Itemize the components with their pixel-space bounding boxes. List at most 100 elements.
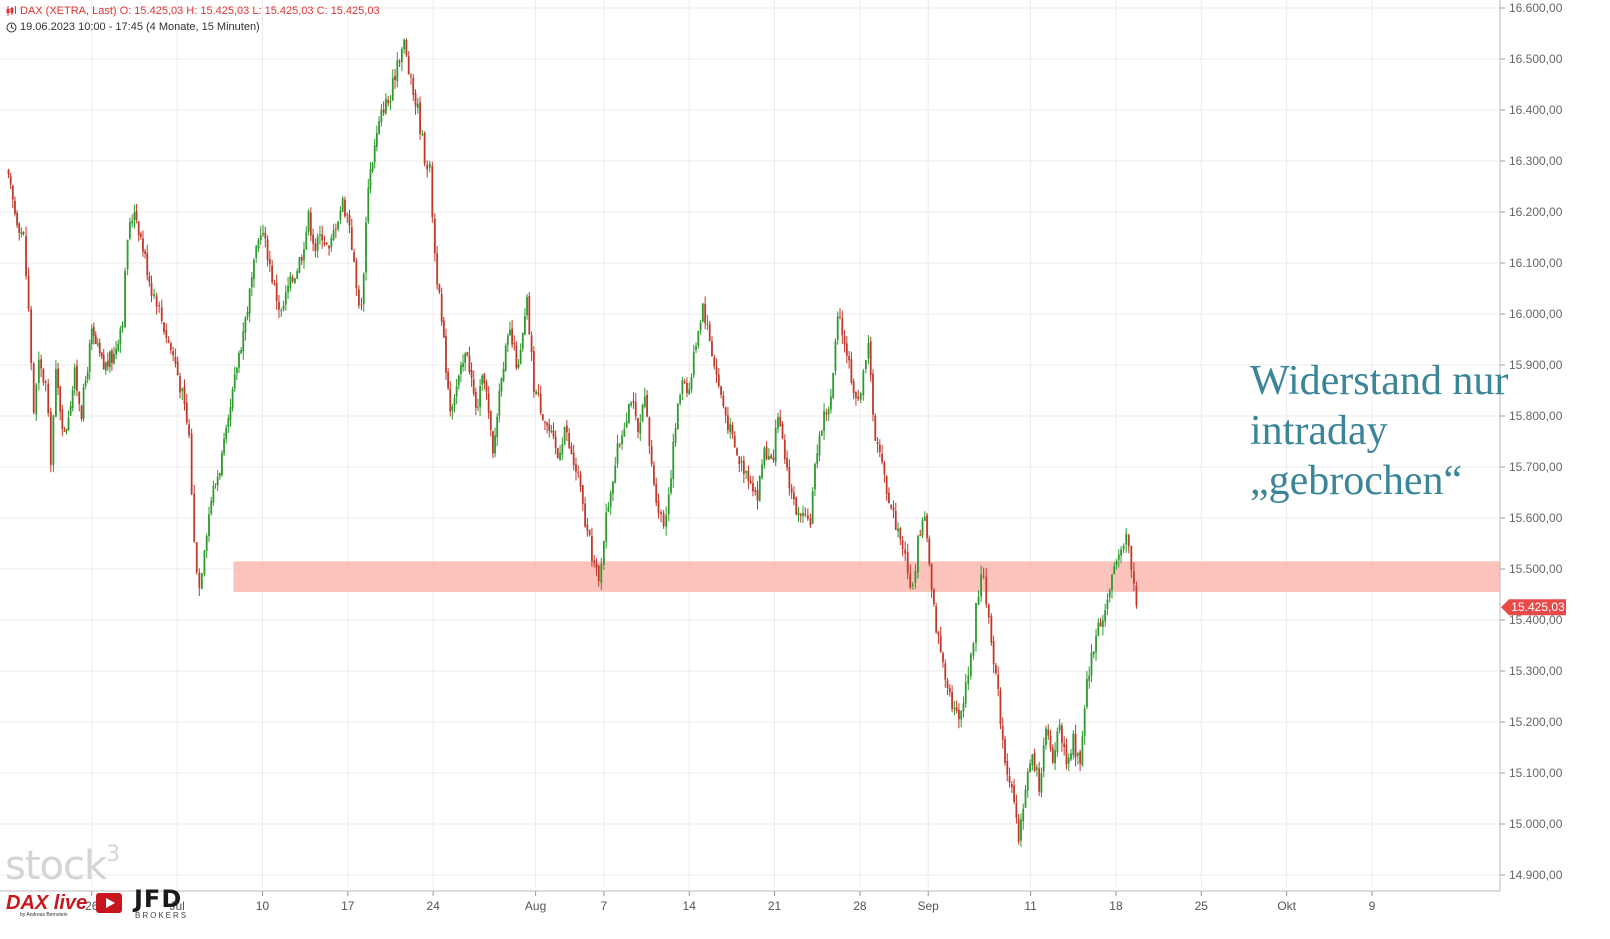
candle-body [153, 293, 155, 296]
candle-body [701, 303, 704, 322]
candle-body [155, 295, 158, 307]
candle-body [783, 440, 786, 460]
candle-body [683, 381, 686, 383]
candle-body [888, 492, 890, 504]
candle-body [400, 48, 403, 63]
candle-body [212, 485, 215, 503]
instrument-header: DAX (XETRA, Last) O: 15.425,03 H: 15.425… [6, 5, 380, 17]
candle-body [229, 407, 232, 421]
candle-body [255, 246, 258, 259]
x-tick-label: 25 [1195, 899, 1209, 913]
jfd-logo: JFD [134, 885, 183, 913]
candle-body [729, 423, 732, 432]
x-tick-label: 24 [426, 899, 440, 913]
candle-body [1132, 571, 1135, 584]
candle-body [869, 341, 872, 376]
candle-body [67, 417, 70, 430]
chart-annotation: Widerstand nur intraday „gebrochen“ [1250, 358, 1509, 504]
candle-body [864, 360, 867, 370]
candle-body [1042, 745, 1045, 772]
candle-body [997, 674, 1000, 689]
candle-body [637, 417, 639, 432]
candle-body [436, 253, 439, 285]
candle-body [816, 453, 819, 464]
candle-body [639, 422, 642, 434]
candle-body [1099, 621, 1102, 627]
candlestick-icon [6, 6, 16, 17]
candle-body [749, 481, 752, 484]
candle-body [266, 239, 269, 261]
candle-body [667, 494, 670, 515]
candle-body [250, 277, 253, 288]
candle-body [144, 251, 147, 254]
candle-body [901, 540, 904, 549]
candle-body [348, 215, 351, 226]
candle-body [648, 417, 651, 446]
candle-body [431, 165, 434, 218]
candle-body [742, 460, 745, 474]
candle-body [100, 352, 103, 357]
candle-body [722, 395, 725, 407]
candle-body [264, 232, 267, 239]
candle-body [90, 328, 93, 345]
candle-body [240, 350, 243, 354]
candle-body [630, 402, 633, 406]
candle-body [1004, 739, 1006, 763]
candle-body [453, 398, 456, 406]
candle-body [992, 641, 995, 665]
candle-body [334, 229, 337, 231]
candle-body [49, 411, 52, 465]
candle-body [1006, 760, 1009, 775]
candle-body [969, 653, 972, 676]
candle-body [874, 415, 877, 441]
candle-body [223, 438, 225, 454]
candle-body [747, 470, 750, 482]
candle-body [964, 682, 967, 704]
play-icon [96, 893, 122, 913]
candle-body [462, 363, 464, 367]
candle-body [843, 335, 846, 345]
candle-body [268, 259, 271, 265]
candle-body [568, 433, 571, 448]
x-tick-label: 7 [601, 899, 608, 913]
candle-body [579, 474, 582, 487]
candle-body [128, 222, 131, 239]
candle-body [16, 212, 18, 226]
candle-body [554, 436, 557, 448]
candle-body [517, 364, 520, 368]
candle-body [767, 456, 770, 460]
candle-body [563, 427, 566, 445]
candle-body [926, 515, 928, 539]
candle-body [883, 462, 886, 475]
candle-body [235, 367, 238, 374]
candle-body [142, 238, 144, 252]
candle-body [1051, 747, 1054, 763]
candle-body [832, 372, 835, 399]
candle-body [464, 353, 467, 363]
candle-body [537, 392, 540, 394]
candle-body [303, 249, 305, 261]
candle-body [1115, 560, 1118, 565]
candle-body [876, 442, 879, 445]
candle-body [474, 392, 477, 408]
candle-body [999, 690, 1002, 725]
candle-body [641, 404, 644, 422]
candle-body [881, 453, 884, 463]
candle-body [736, 448, 738, 456]
candle-body [73, 367, 76, 390]
y-tick-label: 15.700,00 [1509, 460, 1563, 474]
candle-body [928, 538, 931, 565]
candle-body [795, 497, 798, 515]
candle-body [419, 102, 421, 134]
candle-body [280, 310, 283, 312]
candle-body [163, 322, 165, 332]
candle-body [588, 530, 591, 536]
candle-body [96, 343, 99, 345]
candle-body [485, 382, 488, 393]
candle-body [914, 571, 917, 583]
candle-body [885, 476, 888, 495]
candle-body [814, 464, 816, 490]
candle-body [618, 444, 621, 446]
candle-body [897, 528, 899, 532]
candle-body [358, 289, 360, 306]
